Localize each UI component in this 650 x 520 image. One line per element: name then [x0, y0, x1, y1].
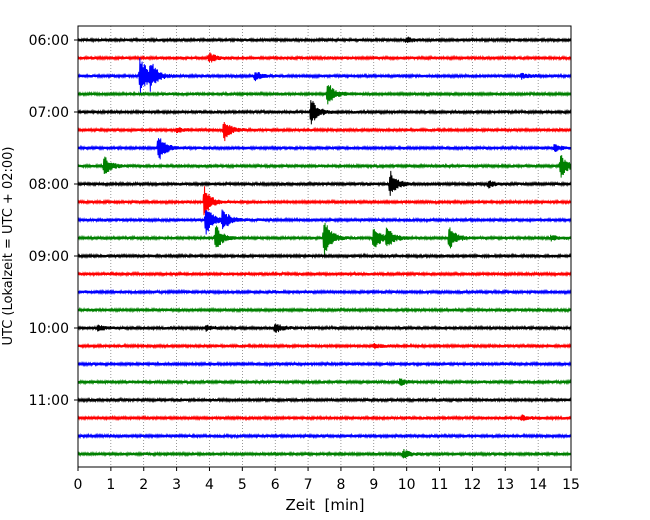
trace-0615 [77, 52, 572, 63]
seismogram-traces [77, 36, 572, 459]
trace-0930 [77, 288, 572, 296]
x-tick-label: 15 [562, 477, 580, 493]
trace-0600 [77, 36, 572, 44]
trace-0630 [77, 58, 572, 94]
x-tick-label: 11 [431, 477, 449, 493]
y-axis-title: UTC (Lokalzeit = UTC + 02:00) [1, 147, 16, 346]
x-tick-label: 10 [398, 477, 416, 493]
trace-1030 [77, 360, 572, 368]
trace-0715 [77, 121, 572, 142]
trace-0830 [77, 209, 572, 235]
x-axis-title: Zeit [min] [285, 496, 364, 514]
x-tick-label: 13 [496, 477, 514, 493]
y-tick-label: 08:00 [29, 177, 69, 193]
x-tick-label: 2 [139, 477, 148, 493]
trace-0815 [77, 186, 572, 216]
y-tick-label: 10:00 [29, 321, 69, 337]
plot-frame [77, 25, 572, 468]
y-axis-ticks: 06:00 07:00 08:00 09:00 10:00 11:00 [29, 33, 78, 409]
x-tick-label: 6 [271, 477, 280, 493]
trace-0915 [77, 270, 572, 278]
x-tick-label: 0 [74, 477, 83, 493]
trace-1000 [77, 323, 572, 333]
trace-0730 [77, 138, 572, 160]
x-tick-label: 7 [304, 477, 313, 493]
trace-1115 [77, 414, 572, 422]
y-tick-label: 06:00 [29, 33, 69, 49]
trace-0800 [77, 170, 572, 196]
y-tick-label: 11:00 [29, 393, 69, 409]
y-tick-label: 09:00 [29, 249, 69, 265]
trace-1045 [77, 378, 572, 386]
x-tick-label: 8 [336, 477, 345, 493]
trace-0945 [77, 306, 572, 314]
trace-0645 [77, 85, 572, 105]
trace-1130 [77, 432, 572, 440]
x-tick-label: 12 [463, 477, 481, 493]
y-tick-label: 07:00 [29, 105, 69, 121]
trace-0700 [77, 100, 572, 125]
x-tick-label: 4 [205, 477, 214, 493]
trace-1145 [77, 449, 572, 459]
x-tick-label: 9 [369, 477, 378, 493]
trace-0745 [77, 155, 572, 178]
x-axis-ticks: 0 1 2 3 4 5 6 7 8 9 10 11 12 13 14 15 [74, 467, 580, 493]
trace-1015 [77, 342, 572, 350]
x-tick-label: 1 [106, 477, 115, 493]
x-tick-label: 14 [529, 477, 547, 493]
trace-0900 [77, 252, 572, 260]
x-tick-label: 3 [172, 477, 181, 493]
trace-1100 [77, 396, 572, 404]
x-tick-label: 5 [238, 477, 247, 493]
